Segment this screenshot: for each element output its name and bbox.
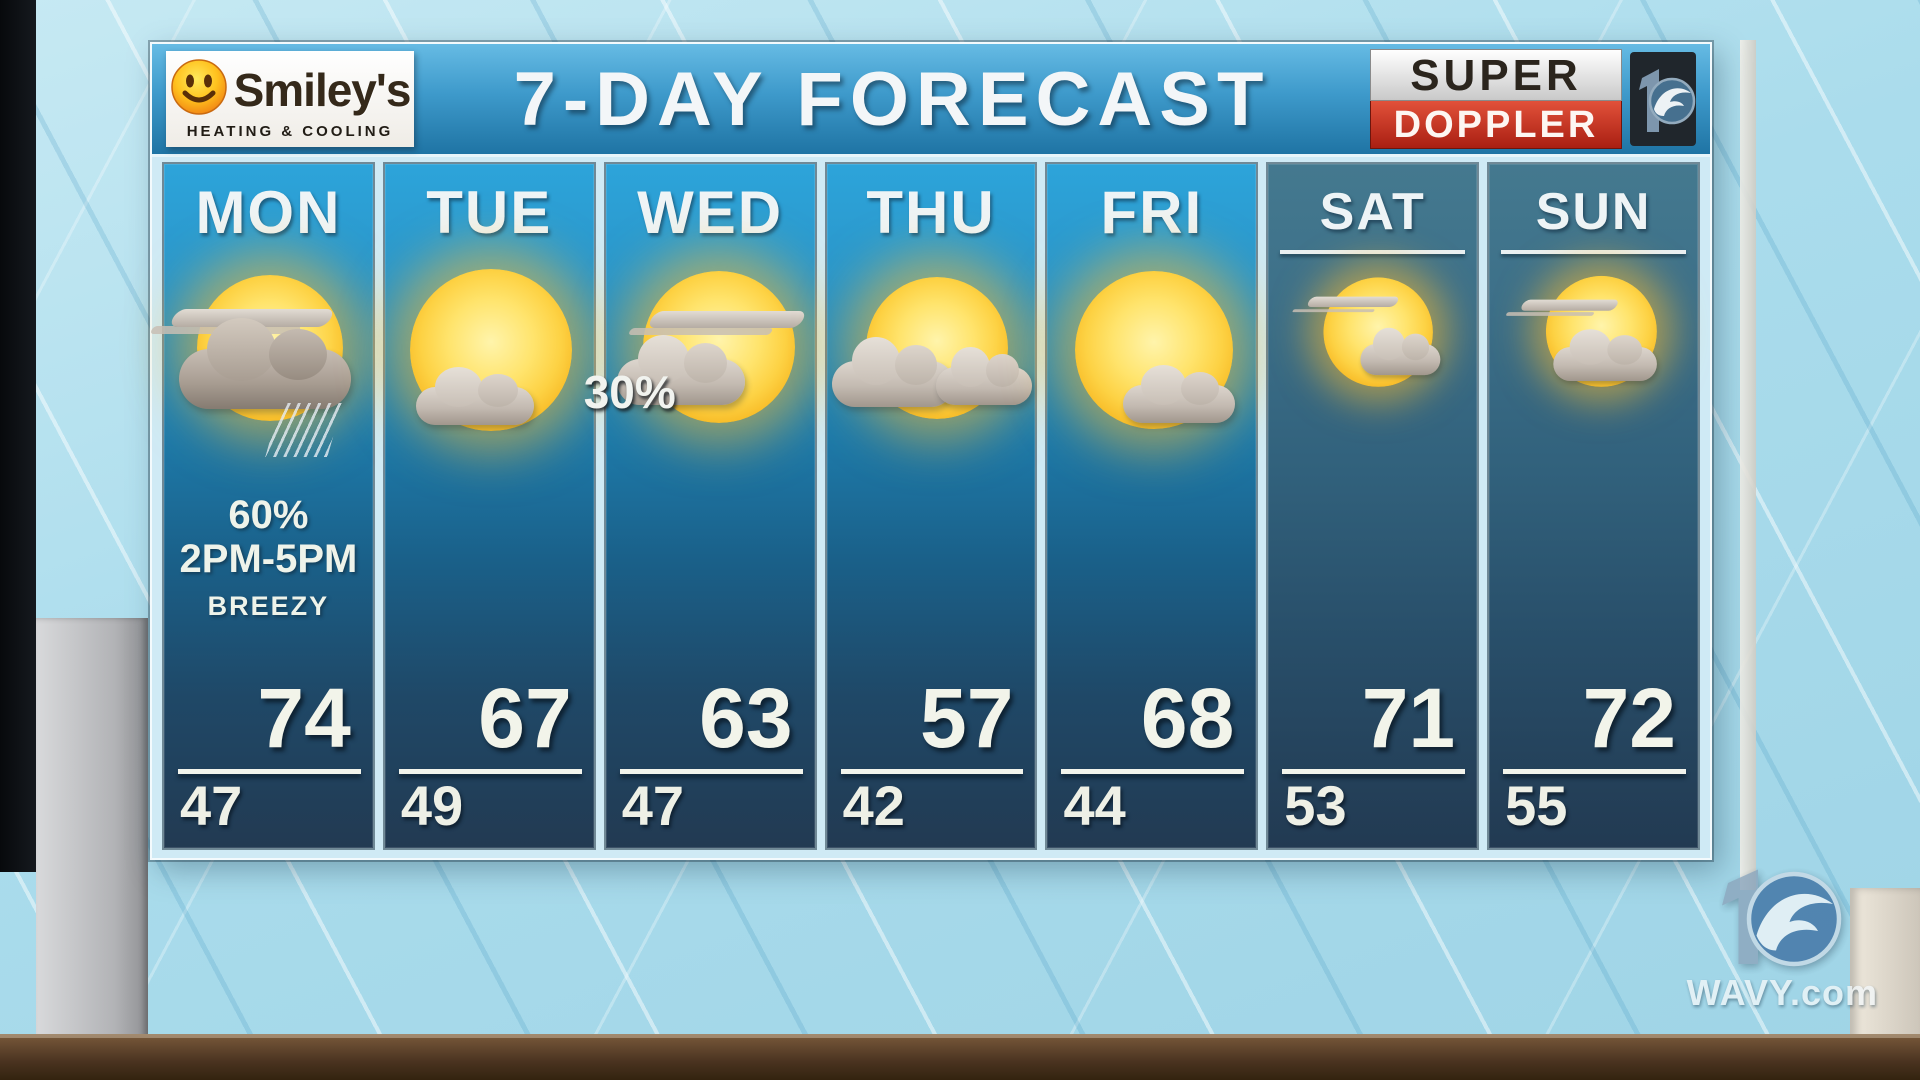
sponsor-tagline: HEATING & COOLING [186,123,394,140]
super-doppler-logo: SUPER DOPPLER [1370,49,1696,149]
weekend-underline [1501,250,1687,254]
low-temp: 42 [842,774,905,837]
sponsor-logo: Smiley's HEATING & COOLING [166,51,414,147]
high-temp: 68 [1140,671,1235,766]
precip-chance: 60% [228,493,309,537]
sun-small-cloud-icon [394,263,584,463]
day-label: THU [866,179,996,246]
precip-time-range: 2PM-5PM [179,537,358,581]
forecast-columns: MON 60% 2PM-5PM BREEZY 74 47 TUE [164,164,1699,848]
forecast-day-mon: MON 60% 2PM-5PM BREEZY 74 47 [164,164,373,848]
low-temp: 49 [400,774,464,837]
sun-clouds-icon [1518,270,1664,418]
sun-small-cloud-icon [1057,263,1247,463]
temp-divider [840,769,1024,774]
day-label: WED [637,179,784,246]
super-label: SUPER [1370,49,1622,101]
station-site: WAVY.com [1686,972,1878,1013]
high-temp: 74 [257,671,351,766]
sponsor-name: Smiley's [233,63,412,116]
temp-divider [1282,769,1466,774]
high-temp: 72 [1582,671,1677,766]
temp-divider [178,769,361,774]
wavy-10-icon [1630,52,1696,146]
day-label: SAT [1319,183,1426,241]
monitor-bezel [0,0,36,872]
smiley-face-icon [170,58,228,121]
precip-chance: 30% [583,366,676,418]
monitor-edge-right [1740,40,1756,890]
doppler-label: DOPPLER [1370,101,1622,149]
station-watermark: WAVY.com [1687,865,1878,1014]
studio-pillar-left [36,618,148,1080]
temp-divider [1061,769,1245,774]
forecast-day-tue: TUE 67 49 [384,164,594,848]
low-temp: 47 [180,774,243,837]
day-label: FRI [1100,179,1204,246]
sun-clouds-icon [1302,270,1443,418]
high-temp: 71 [1361,671,1456,766]
low-temp: 53 [1284,774,1347,837]
high-temp: 67 [478,671,572,766]
wind-note: BREEZY [207,591,330,621]
sun-clouds-icon [832,263,1032,463]
forecast-board: Smiley's HEATING & COOLING 7-DAY FORECAS… [150,42,1712,860]
low-temp: 55 [1505,774,1568,837]
forecast-day-fri: FRI 68 44 [1047,164,1257,848]
high-temp: 63 [699,671,793,766]
forecast-day-wed: WED 30% 63 47 [584,164,815,848]
low-temp: 44 [1063,774,1126,837]
board-header: Smiley's HEATING & COOLING 7-DAY FORECAS… [152,44,1710,154]
forecast-day-thu: THU 57 42 [826,164,1036,848]
low-temp: 47 [621,774,685,837]
wavy-10-icon [1707,869,1857,977]
day-label: TUE [426,179,553,246]
high-temp: 57 [920,671,1014,766]
studio-floor [0,1034,1920,1080]
sun-clouds-rain-icon [168,263,363,463]
forecast-day-sat: SAT 71 53 [1268,164,1478,848]
day-label: MON [195,179,342,246]
weekend-underline [1280,250,1466,254]
temp-divider [619,769,803,774]
sun-clouds-icon [615,263,808,463]
forecast-title: 7-DAY FORECAST [513,56,1271,142]
day-label: SUN [1535,183,1652,241]
forecast-day-sun: SUN 72 55 [1489,164,1699,848]
temp-divider [398,769,582,774]
temp-divider [1503,769,1687,774]
